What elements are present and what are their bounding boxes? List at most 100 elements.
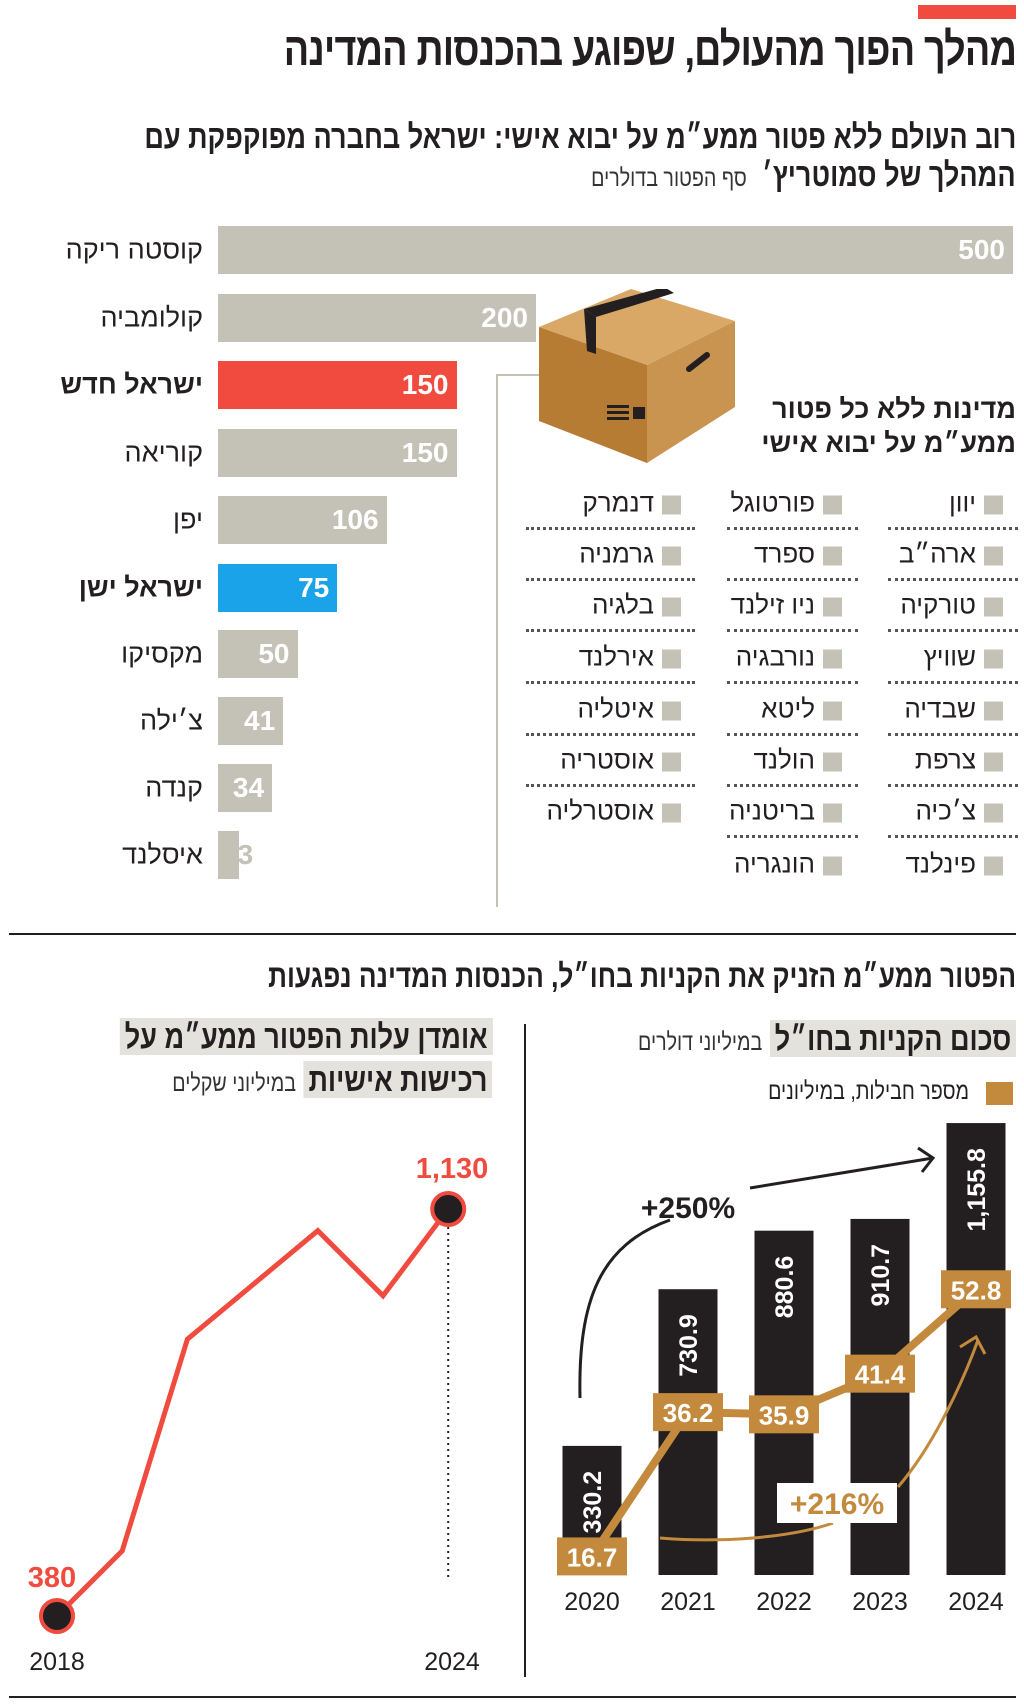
country-name: נורבגיה: [735, 641, 815, 672]
bullet-square-icon: [662, 649, 681, 669]
arrow-head-icon: [749, 1146, 936, 1190]
bar: [218, 361, 457, 409]
country-name: ארה״ב: [898, 538, 976, 569]
country-list-item: בלגיה: [592, 590, 681, 621]
country-name: איטליה: [577, 693, 654, 724]
bar-label: קולומביה: [100, 302, 203, 333]
country-list-item: איטליה: [577, 694, 681, 725]
year-tick-label: 2023: [852, 1588, 908, 1616]
dotted-separator: [526, 784, 695, 787]
country-name: פינלנד: [905, 848, 976, 879]
country-list-item: פינלנד: [905, 849, 1003, 880]
country-name: דנמרק: [582, 487, 654, 518]
dotted-separator: [526, 578, 695, 581]
bar: [218, 630, 298, 678]
bullet-square-icon: [823, 597, 842, 617]
left-panel-unit: במיליוני שקלים: [171, 1070, 296, 1097]
packages-value-label: 52.8: [951, 1275, 1002, 1305]
dotted-separator: [727, 835, 858, 838]
country-list-item: גרמניה: [579, 539, 681, 570]
country-name: בריטניה: [729, 795, 815, 826]
bar-value-label: 106: [331, 504, 379, 535]
packages-point-box: [845, 1354, 915, 1393]
legend-swatch-packages: [986, 1082, 1013, 1105]
year-tick-label: 2021: [660, 1588, 716, 1616]
bar: [218, 564, 338, 612]
guide-line-vertical: [496, 374, 498, 907]
arrow-head-icon: [959, 1334, 987, 1355]
dotted-separator: [526, 527, 695, 530]
bar-label: מקסיקו: [121, 638, 203, 669]
cost-point: [39, 1598, 75, 1634]
country-name: צ׳כיה: [915, 795, 976, 826]
country-name: בלגיה: [592, 589, 654, 620]
country-name: גרמניה: [579, 538, 654, 569]
country-list-item: ארה״ב: [899, 539, 1003, 570]
guide-line-horizontal: [496, 374, 541, 376]
packages-point-box: [653, 1393, 723, 1432]
bullet-square-icon: [984, 546, 1003, 566]
panel-divider: [524, 1024, 526, 1677]
country-list-item: אירלנד: [579, 642, 681, 673]
packages-point-box: [749, 1395, 819, 1434]
year-tick-label: 2024: [424, 1648, 480, 1676]
packages-point-box: [941, 1270, 1011, 1309]
purchases-bar-value: 1,155.8: [963, 1148, 991, 1232]
section1-title-line2-text: המהלך של סמוטריץ׳: [762, 156, 1016, 193]
exempt-list-heading: מדינות ללא כל פטור ממע״מ על יבוא אישי: [761, 392, 1016, 460]
section1-unit: סף הפטור בדולרים: [591, 165, 748, 192]
purchases-bar-value: 910.7: [867, 1244, 895, 1307]
country-list-item: אוסטרליה: [547, 796, 681, 827]
bar-value-label: 150: [401, 437, 449, 468]
purchases-bar-value: 730.9: [675, 1314, 703, 1377]
legend-packages-text: מספר חבילות, במיליונים: [768, 1078, 969, 1105]
bar-value-label: 41: [244, 705, 276, 736]
country-list-item: צרפת: [915, 745, 1003, 776]
dotted-separator: [526, 681, 695, 684]
bullet-square-icon: [823, 495, 842, 515]
country-name: פורטוגל: [730, 487, 815, 518]
bar: [218, 429, 457, 477]
page-title-text: מהלך הפוך מהעולם, שפוגע בהכנסות המדינה: [283, 23, 1017, 75]
left-panel-title-line2: רכישות אישיות במיליוני שקלים: [102, 1061, 492, 1099]
section1-title-line2: המהלך של סמוטריץ׳ סף הפטור בדולרים: [498, 156, 1016, 194]
bar: [218, 764, 273, 812]
cost-value-last: 1,130: [416, 1153, 489, 1185]
country-list-item: ניו זילנד: [731, 590, 842, 621]
bullet-square-icon: [984, 803, 1003, 823]
country-list-item: הולנד: [753, 745, 842, 776]
left-panel-title-line1-text: אומדן עלות הפטור ממע״מ על: [119, 1018, 492, 1055]
country-list-item: אוסטריה: [560, 745, 681, 776]
dotted-separator: [888, 681, 1018, 684]
country-list-item: פורטוגל: [731, 488, 842, 519]
bullet-square-icon: [662, 546, 681, 566]
bar-value-label: 50: [258, 638, 290, 669]
country-list-item: צ׳כיה: [915, 796, 1003, 827]
purchases-bar: [658, 1289, 718, 1575]
dotted-separator: [727, 578, 858, 581]
packages-value-label: 36.2: [663, 1398, 714, 1428]
bullet-square-icon: [662, 597, 681, 617]
bar-label: קוריאה: [124, 437, 203, 468]
bar-value-label: 200: [481, 302, 528, 333]
bullet-square-icon: [984, 649, 1003, 669]
country-name: ליטא: [761, 693, 815, 724]
bullet-square-icon: [823, 803, 842, 823]
country-name: טורקיה: [900, 589, 976, 620]
page-title: מהלך הפוך מהעולם, שפוגע בהכנסות המדינה: [123, 22, 1017, 76]
bar-label: צ׳ילה: [140, 705, 203, 736]
year-tick-label: 2018: [29, 1648, 85, 1676]
bullet-square-icon: [823, 856, 842, 876]
section2-title-text: הפטור ממע״מ הזניק את הקניות בחו״ל, הכנסו…: [268, 958, 1016, 994]
bullet-square-icon: [662, 495, 681, 515]
bullet-square-icon: [823, 546, 842, 566]
dotted-separator: [727, 733, 858, 736]
left-panel-title-line2-text: רכישות אישיות: [303, 1061, 492, 1098]
dotted-separator: [727, 784, 858, 787]
section-divider: [9, 933, 1016, 935]
packages-value-label: 16.7: [567, 1542, 618, 1572]
top-accent-bar: [918, 5, 1016, 19]
packages-value-label: 35.9: [759, 1400, 810, 1430]
bullet-square-icon: [823, 649, 842, 669]
bar: [218, 697, 284, 745]
